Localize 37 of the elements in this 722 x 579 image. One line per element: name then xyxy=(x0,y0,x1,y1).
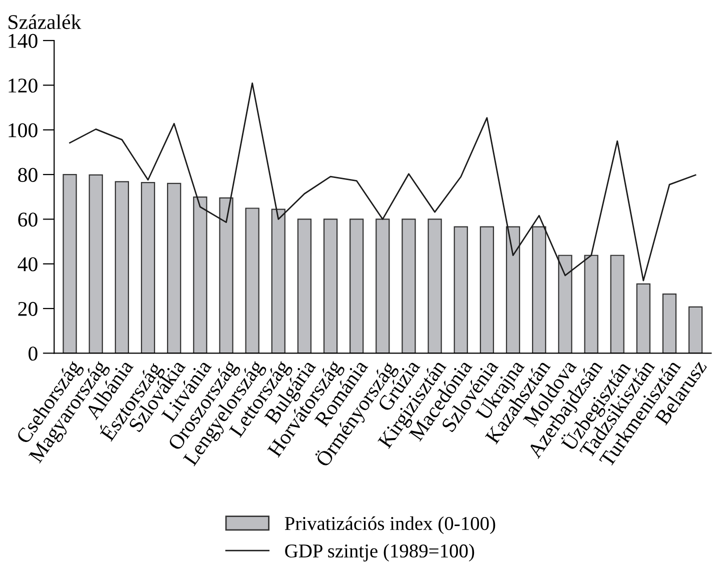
bar xyxy=(114,181,130,354)
legend-label: GDP szintje (1989=100) xyxy=(285,544,474,562)
bar xyxy=(428,218,442,354)
bar xyxy=(402,218,416,354)
bar xyxy=(454,226,468,354)
bar xyxy=(88,174,103,354)
bar xyxy=(245,208,260,354)
bar xyxy=(610,254,624,354)
bar xyxy=(350,218,364,354)
line-series xyxy=(69,82,696,282)
bar xyxy=(662,293,677,354)
y-tick-label: 40 xyxy=(18,257,38,272)
y-tick-label: 100 xyxy=(8,123,38,138)
bar xyxy=(193,196,208,354)
bar xyxy=(584,254,598,354)
y-axis-title: Százalék xyxy=(8,14,82,30)
bar xyxy=(271,208,286,354)
bar xyxy=(297,218,312,354)
y-tick-label: 140 xyxy=(8,34,38,48)
y-tick-label: 0 xyxy=(28,346,38,361)
bar xyxy=(480,226,494,354)
bar xyxy=(558,254,572,354)
bar xyxy=(506,226,520,354)
bar xyxy=(688,306,703,354)
y-tick-label: 20 xyxy=(18,302,38,316)
bar xyxy=(219,197,234,354)
bar xyxy=(140,182,156,354)
bar xyxy=(323,218,338,354)
bar xyxy=(376,218,390,354)
legend-label: Privatizációs index (0-100) xyxy=(284,516,496,534)
y-tick-label: 60 xyxy=(18,212,38,227)
y-tick-label: 120 xyxy=(8,78,38,93)
bar xyxy=(636,283,650,354)
bar xyxy=(167,182,182,354)
y-tick-label: 80 xyxy=(18,168,38,182)
bar xyxy=(532,226,546,354)
bar xyxy=(62,174,77,354)
